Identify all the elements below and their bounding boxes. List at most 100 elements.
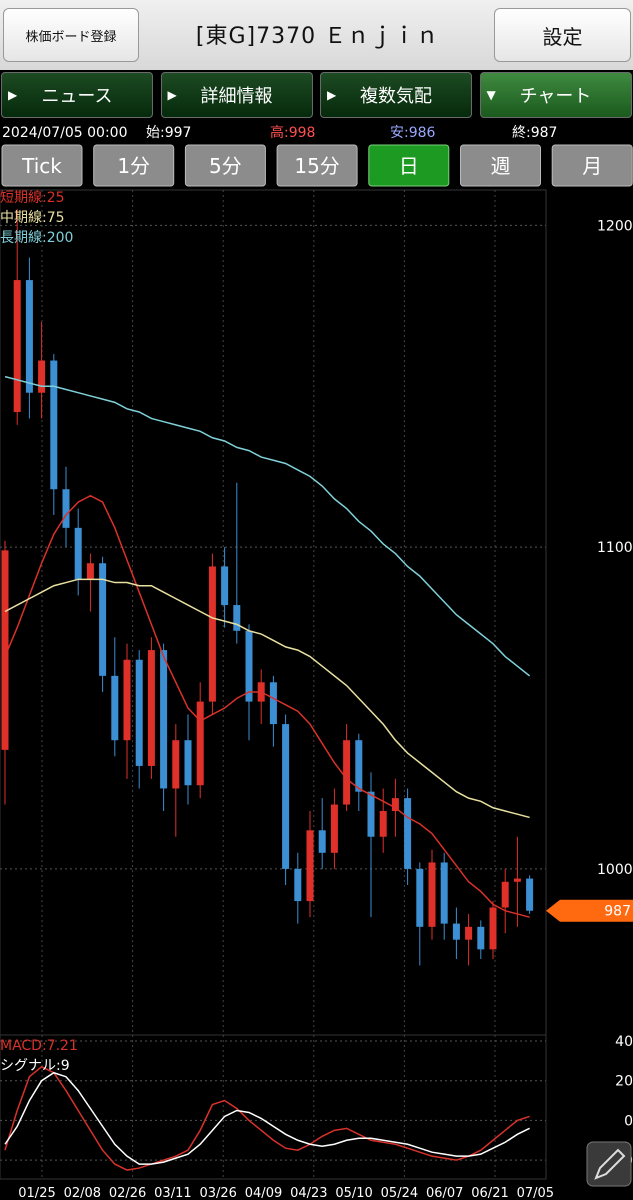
candle-body	[50, 360, 58, 490]
x-tick-label: 01/25	[18, 1186, 55, 1200]
tab-label: ニュース	[41, 86, 113, 107]
period-label: Tick	[21, 154, 62, 178]
period-button-bg	[93, 144, 175, 187]
candle-body	[391, 798, 399, 811]
moving-average	[4, 578, 530, 819]
candle-body	[123, 659, 131, 741]
x-tick-label: 06/21	[471, 1186, 508, 1200]
tab-label: 複数気配	[360, 86, 432, 107]
period-button-bg	[368, 144, 450, 187]
candle-body	[135, 659, 143, 766]
candle-body	[269, 682, 277, 725]
period-label: 週	[491, 154, 511, 178]
candle-body	[86, 563, 94, 580]
x-tick-label: 02/26	[109, 1186, 146, 1200]
period-label: 日	[399, 154, 419, 178]
candle-body	[160, 650, 168, 789]
period-button[interactable]: 1分	[93, 144, 175, 187]
x-tick-label: 06/07	[426, 1186, 463, 1200]
candle-body	[294, 868, 302, 902]
period-button[interactable]: 日	[368, 144, 450, 187]
moving-average	[4, 375, 531, 677]
candle-body	[465, 926, 473, 940]
x-tick-label: 05/24	[381, 1186, 418, 1200]
quote-item: 安:986	[390, 125, 436, 141]
x-tick-label: 04/09	[245, 1186, 282, 1200]
period-label: 月	[582, 154, 602, 178]
tab-arrow: ▶	[327, 88, 337, 102]
candle-body	[282, 724, 290, 869]
candle-body	[184, 740, 192, 786]
candle-body	[13, 280, 21, 413]
quote-item: 2024/07/05 00:00	[2, 125, 128, 141]
period-button[interactable]: 月	[551, 144, 633, 187]
candle-body	[379, 810, 387, 837]
candle-body	[25, 280, 33, 393]
candle-body	[404, 798, 412, 869]
period-button[interactable]: Tick	[1, 144, 83, 187]
candle-body	[477, 926, 485, 950]
register-button[interactable]: 株価ボード登録	[3, 8, 139, 62]
tab-arrow: ▶	[167, 88, 177, 102]
tab[interactable]: ▼ チャート	[479, 72, 632, 118]
tab[interactable]: ▶ ニュース	[1, 72, 153, 118]
edit-button[interactable]	[586, 1141, 632, 1187]
period-button[interactable]: 15分	[276, 144, 358, 187]
tab-label: チャート	[519, 86, 592, 107]
candle-body	[221, 566, 229, 606]
tab-arrow: ▶	[8, 88, 18, 102]
legend-entry: シグナル:9	[0, 1058, 70, 1074]
candle-body	[526, 878, 534, 911]
tab[interactable]: ▶ 詳細情報	[160, 72, 313, 118]
y-tick-label: 40	[615, 1034, 633, 1050]
macd-line	[4, 1071, 530, 1165]
candle-body	[501, 881, 509, 908]
candle-body	[99, 563, 107, 676]
candle-body	[74, 527, 82, 580]
candle-body	[355, 740, 363, 792]
x-tick-label: 03/26	[199, 1186, 236, 1200]
candle-body	[440, 862, 448, 924]
x-tick-label: 03/11	[154, 1186, 191, 1200]
period-label: 5分	[209, 154, 242, 178]
moving-average	[4, 494, 530, 918]
y-tick-label: 20	[615, 1074, 633, 1090]
edit-icon[interactable]	[586, 1141, 632, 1187]
candle-body	[196, 701, 204, 786]
y-tick-label: 0	[624, 1113, 633, 1129]
candle-body	[318, 830, 326, 853]
tab-label: 詳細情報	[200, 86, 273, 107]
x-tick-label: 07/05	[517, 1186, 554, 1200]
period-button-bg	[460, 144, 541, 187]
chart-area: 2024/07/05 00:00 始:997 高:998 安:986 終:987 Tick…	[0, 124, 633, 1200]
period-label: 15分	[294, 154, 339, 178]
x-tick-label: 05/10	[335, 1186, 372, 1200]
candle-body	[245, 630, 253, 702]
legend-entry: 長期線:200	[0, 230, 73, 246]
settings-button[interactable]: 設定	[494, 8, 631, 62]
period-button[interactable]: 5分	[184, 144, 266, 187]
quote-item: 高:998	[270, 124, 315, 141]
quote-item: 終:987	[512, 125, 557, 141]
candle-body	[343, 740, 351, 805]
candle-body	[367, 791, 375, 837]
top-bar: 株価ボード登録 [東G]7370 Ｅｎｊｉｎ 設定	[0, 0, 633, 70]
quote-item: 始:997	[146, 125, 191, 141]
last-price-tag	[546, 899, 633, 922]
legend-entry: 短期線:25	[0, 190, 65, 206]
candle-body	[1, 550, 9, 750]
period-label: 1分	[117, 154, 150, 178]
tab-arrow: ▼	[486, 88, 496, 102]
period-button-bg	[184, 144, 266, 187]
period-button[interactable]: 週	[460, 144, 541, 187]
legend-entry: 中期線:75	[0, 210, 65, 226]
candle-body	[172, 740, 180, 789]
tab[interactable]: ▶ 複数気配	[320, 72, 472, 118]
tab-bar: ▶ ニュース ▶ 詳細情報 ▶ 複数気配 ▼ チャート	[0, 70, 633, 122]
candle-body	[452, 923, 460, 940]
candle-body	[233, 605, 241, 631]
candle-body	[147, 650, 155, 766]
legend-entry: MACD:7.21	[0, 1038, 78, 1054]
stock-title: [東G]7370 Ｅｎｊｉｎ	[195, 24, 440, 49]
